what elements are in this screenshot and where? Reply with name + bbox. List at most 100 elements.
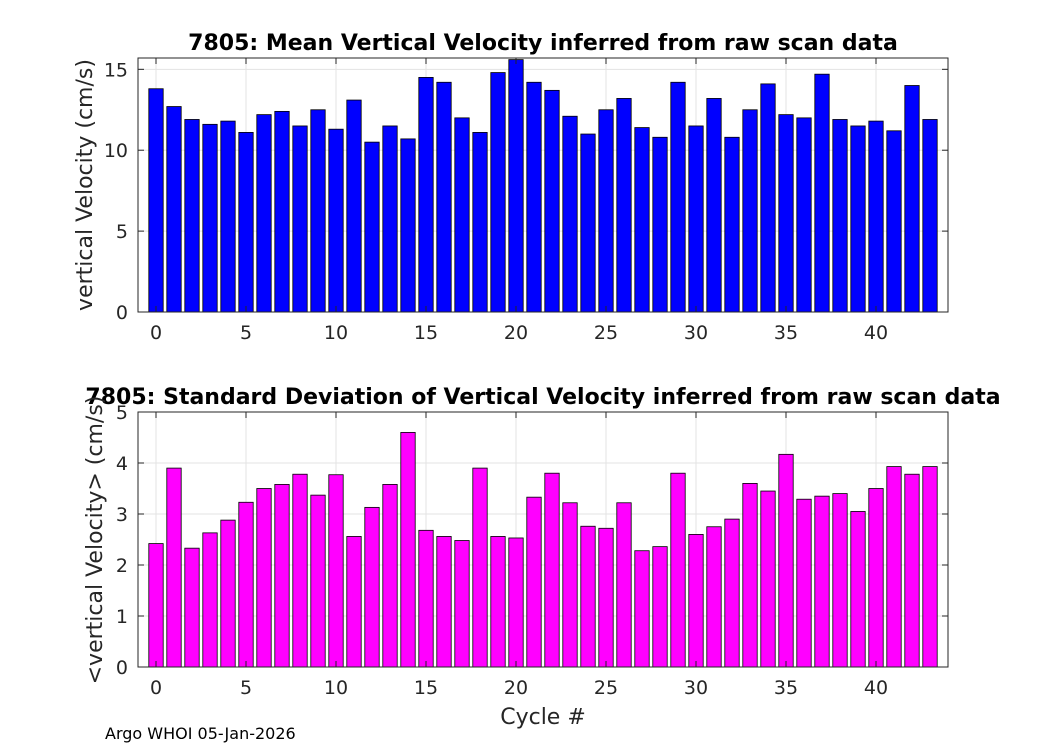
x-tick-label: 0 (150, 322, 162, 344)
bar (274, 110, 290, 313)
x-tick-label: 30 (684, 322, 708, 344)
bar (274, 484, 290, 668)
bar (364, 506, 380, 668)
bar (652, 136, 668, 313)
bar (832, 493, 848, 668)
bar (922, 119, 938, 313)
bar (616, 98, 632, 313)
bar (382, 484, 398, 668)
bar (490, 72, 506, 313)
plot-area (138, 58, 948, 312)
bar (868, 120, 884, 313)
y-tick-label: 4 (116, 453, 128, 475)
bar (742, 482, 758, 668)
axes-box (137, 57, 949, 313)
bar (670, 81, 686, 313)
bar (868, 488, 884, 668)
bar (220, 120, 236, 313)
bar (472, 132, 488, 313)
x-tick-label: 15 (414, 677, 438, 699)
bar (598, 109, 614, 313)
bar (346, 99, 362, 313)
bar (616, 502, 632, 668)
x-tick-label: 40 (864, 677, 888, 699)
bar (688, 534, 704, 668)
x-tick-label: 15 (414, 322, 438, 344)
x-tick-label: 30 (684, 677, 708, 699)
bar (238, 132, 254, 313)
bar (508, 537, 524, 668)
mean-velocity-chart: 0 5 10 15 20 25 30 35 40 0 5 10 15 7805: Mean Vertica… (73, 31, 949, 344)
bar (724, 518, 740, 668)
bar (706, 526, 722, 668)
bar (832, 119, 848, 313)
bar (580, 133, 596, 313)
bar (148, 543, 164, 668)
bar (886, 130, 902, 313)
y-tick-label: 3 (116, 504, 128, 526)
bar (508, 59, 524, 313)
y-tick-label: 0 (116, 302, 128, 324)
y-tick-label: 15 (104, 59, 128, 81)
x-tick-label: 25 (594, 677, 618, 699)
bar (454, 117, 470, 313)
bar (310, 109, 326, 313)
y-axis-label: <vertical Velocity> (cm/s) (83, 396, 108, 685)
bar (436, 536, 452, 668)
bar (904, 473, 920, 668)
bar (418, 529, 434, 668)
bar (688, 125, 704, 313)
chart-title: 7805: Mean Vertical Velocity inferred fr… (188, 31, 898, 56)
x-tick-label: 5 (240, 677, 252, 699)
bar (328, 474, 344, 668)
x-tick-label: 35 (774, 322, 798, 344)
bar (202, 532, 218, 668)
bar (436, 81, 452, 313)
bar (796, 117, 812, 313)
bar (184, 547, 200, 668)
bar (598, 527, 614, 668)
y-tick-label: 5 (116, 402, 128, 424)
bar (472, 467, 488, 668)
bar (202, 123, 218, 313)
bar (292, 125, 308, 313)
y-tick-label: 5 (116, 221, 128, 243)
x-tick-label: 10 (324, 322, 348, 344)
bar (400, 431, 416, 668)
y-tick-label: 1 (116, 606, 128, 628)
bar (634, 550, 650, 668)
bar (544, 89, 560, 313)
bar (544, 472, 560, 668)
x-tick-label: 20 (504, 322, 528, 344)
bar (742, 109, 758, 313)
bar (148, 88, 164, 313)
x-tick-label: 5 (240, 322, 252, 344)
bar (724, 136, 740, 313)
bar (850, 511, 866, 668)
bar (454, 540, 470, 668)
bar (670, 472, 686, 668)
bar (814, 495, 830, 668)
bar (220, 519, 236, 668)
bar (562, 115, 578, 313)
bar (310, 494, 326, 668)
bar (184, 119, 200, 313)
bar (364, 141, 380, 313)
y-tick-label: 0 (116, 657, 128, 679)
bar (238, 501, 254, 668)
bar (706, 98, 722, 313)
plot-area (138, 412, 948, 667)
y-axis-label: vertical Velocity (cm/s) (73, 59, 98, 311)
bar (292, 473, 308, 668)
bar (256, 114, 272, 313)
bar (526, 496, 542, 668)
y-tick-label: 10 (104, 140, 128, 162)
bar (760, 490, 776, 668)
bar (526, 81, 542, 313)
bar (652, 546, 668, 668)
x-axis-label: Cycle # (500, 705, 586, 730)
bar (634, 127, 650, 313)
x-tick-label: 25 (594, 322, 618, 344)
